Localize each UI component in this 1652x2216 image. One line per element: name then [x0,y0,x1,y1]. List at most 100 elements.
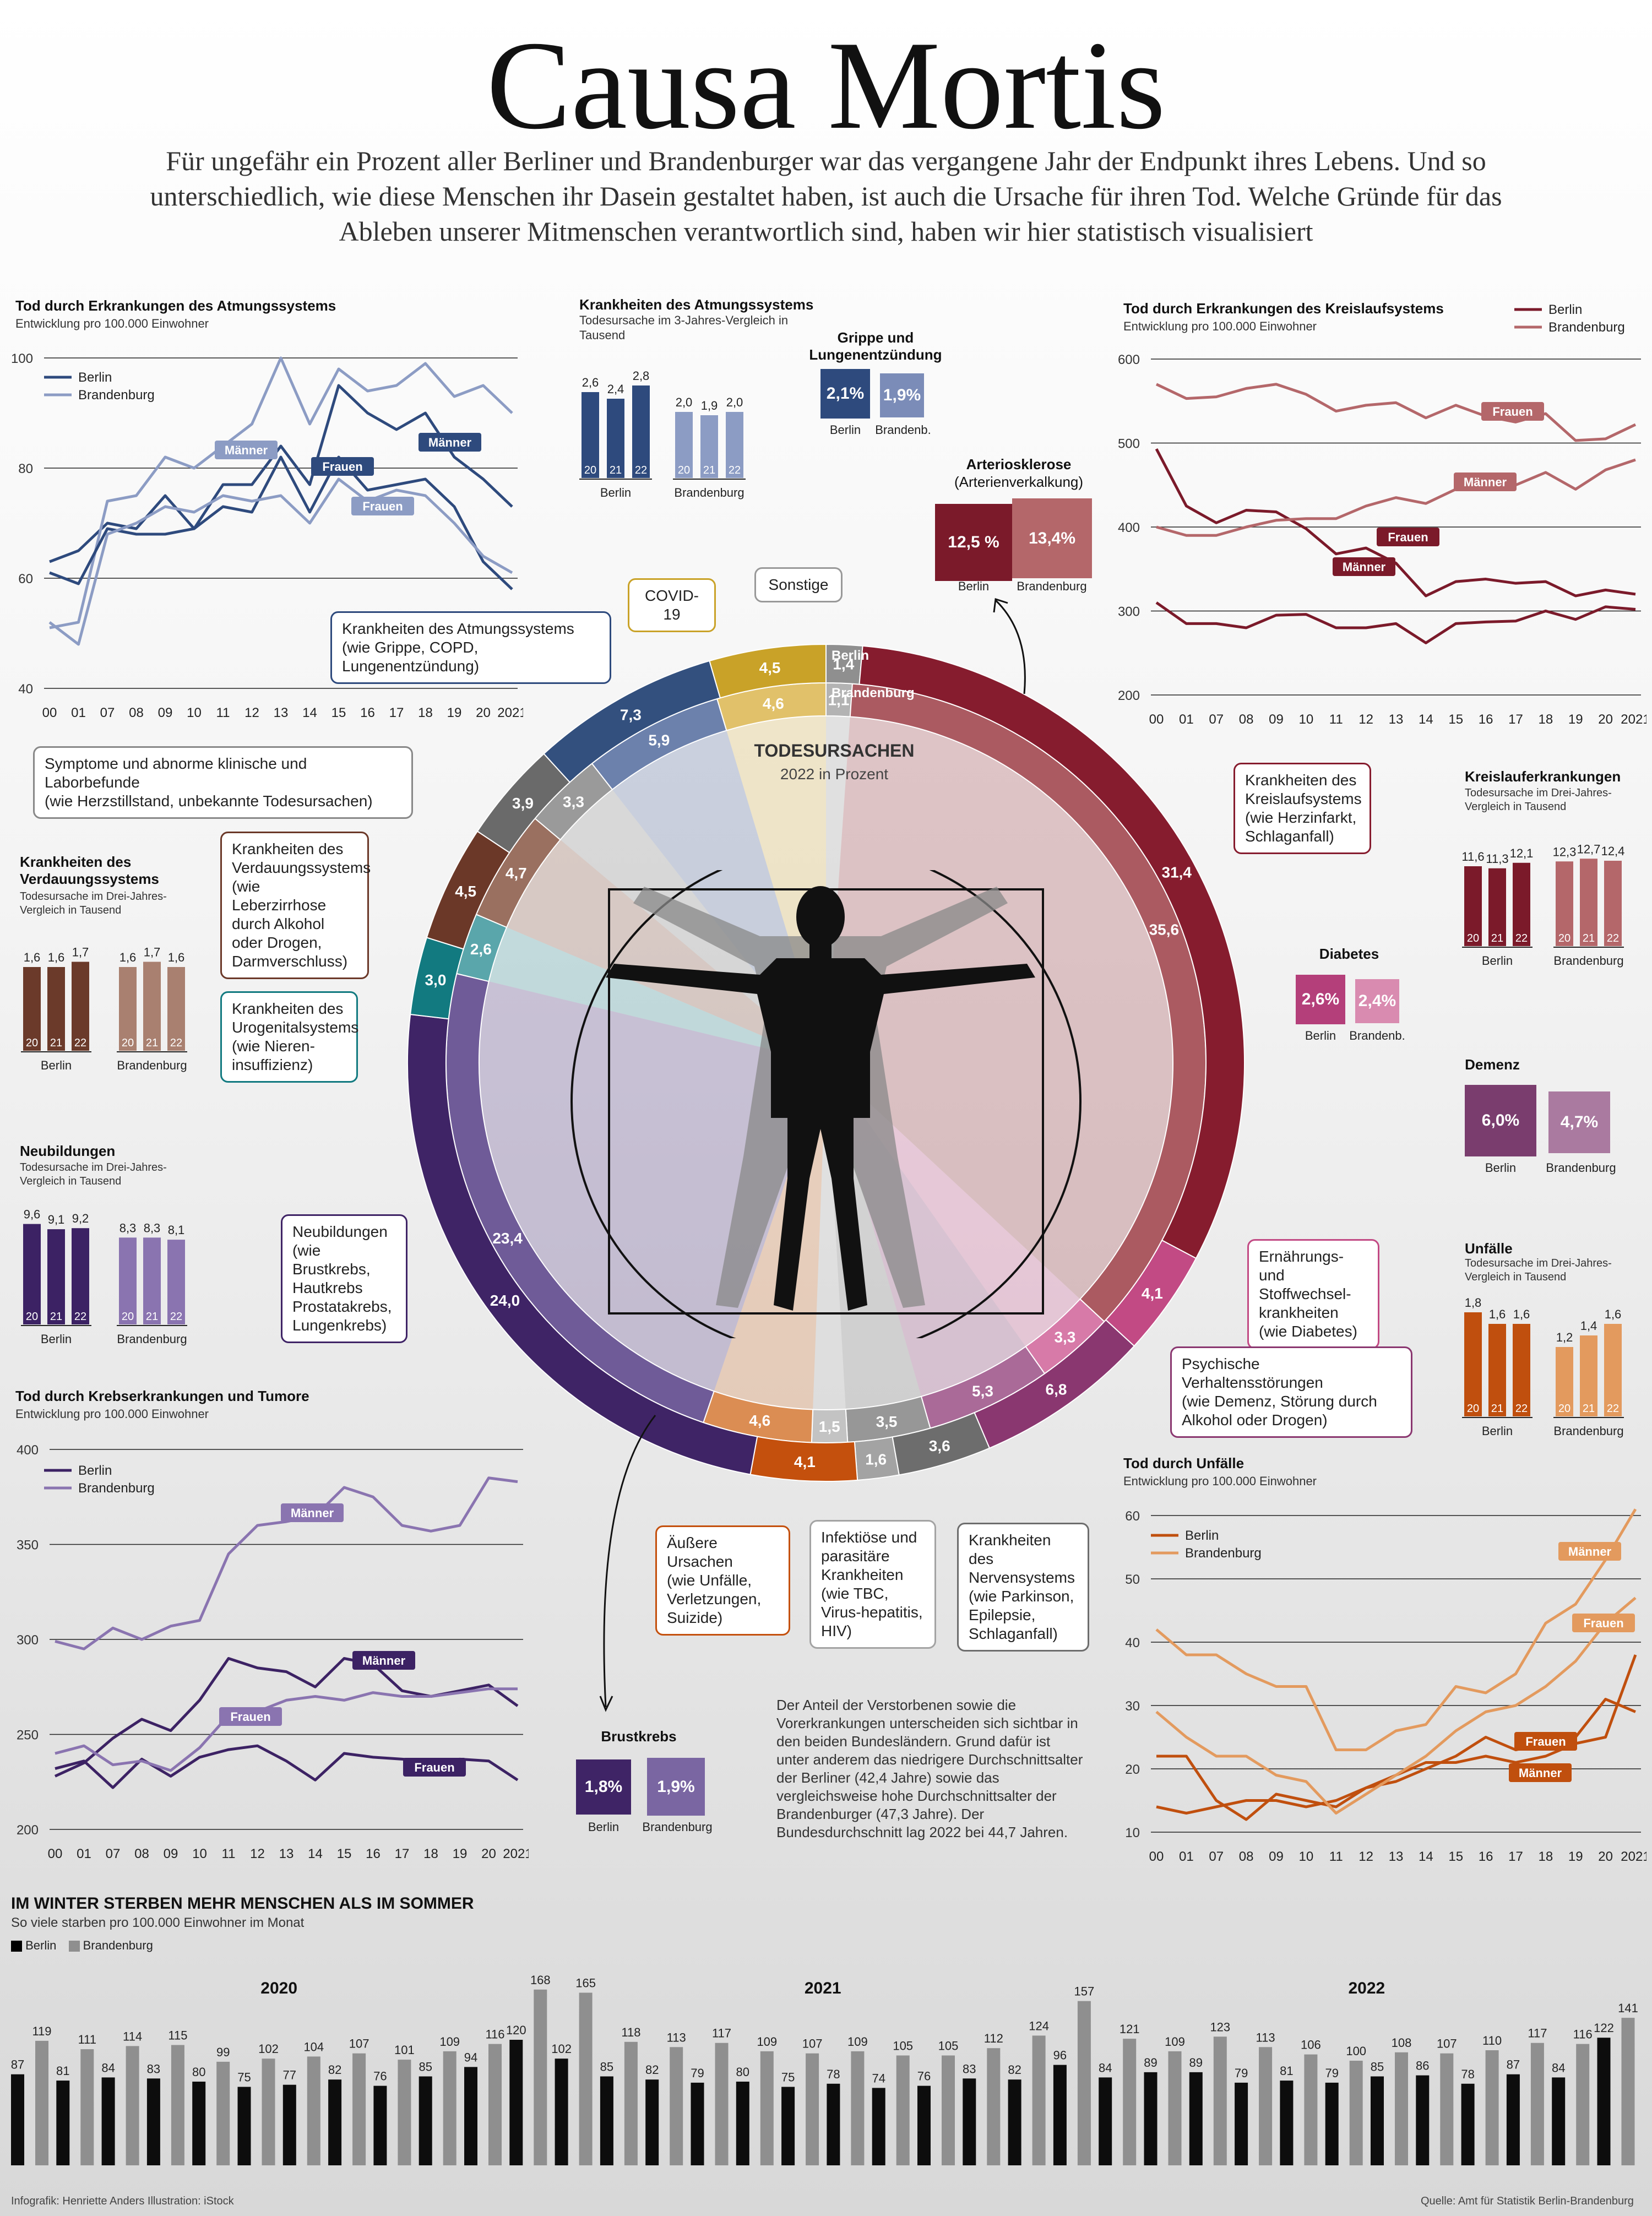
month-value-brandenburg: 112 [984,2032,1003,2045]
bar-value-label: 11,3 [1486,852,1508,866]
annotation-label: Frauen [1492,405,1533,419]
ring-outer-segment [709,643,827,699]
month-value-berlin: 82 [328,2063,341,2077]
annotation-label: Frauen [414,1761,454,1774]
month-label: Nov [1016,2180,1037,2181]
x-tick-label: 18 [418,705,433,720]
grippe-berlin-square: 2,1% [820,369,870,419]
legend-label: Berlin [78,370,112,385]
month-value-brandenburg: 100 [1346,2044,1366,2058]
x-tick-label: 13 [274,705,289,720]
annotation-box [311,457,374,476]
x-tick-label: 19 [453,1846,468,1861]
x-tick-label: 19 [447,705,462,720]
series-annotation: Frauen [403,1758,466,1777]
intro-text: Für ungefähr ein Prozent aller Berliner … [132,143,1520,249]
month-value-brandenburg: 102 [258,2042,279,2056]
x-tick-label: 00 [42,705,57,720]
ring-inner-label: 5,3 [972,1383,993,1400]
month-label: Feb [1153,2180,1173,2181]
ring-inner-label: 23,4 [492,1230,523,1247]
arrow-kreislauf-arterio [993,598,1026,694]
x-tick-label: 11 [222,1846,236,1861]
atmung-bars-subtitle: Todesursache im 3-Jahres-Vergleich in Ta… [579,313,789,342]
month-label: Aug [336,2180,358,2181]
x-tick-label: 01 [71,705,86,720]
legend-berlin-swatch [11,1941,22,1952]
bar-year-label: 21 [50,1037,62,1049]
month-value-berlin: 89 [1144,2056,1157,2070]
callout-uro-title: Krankheiten des Urogenitalsystems [232,1000,359,1036]
x-tick-label: 11 [216,705,230,720]
neubildung-bar-chart: 9,6209,1219,222Berlin8,3208,3218,122Bran… [21,1208,187,1346]
month-value-berlin: 79 [1325,2066,1338,2080]
month-value-berlin: 79 [1235,2066,1248,2080]
ring-inner-label: 4,6 [763,695,784,712]
callout-covid-title: COVID-19 [645,587,699,623]
bar-year-label: 20 [26,1311,38,1323]
month-label: Okt [972,2180,991,2181]
month-bar-brandenburg [1304,2054,1318,2165]
month-bar-berlin [373,2085,387,2165]
bar-value-label: 9,2 [72,1212,89,1225]
month-bar-brandenburg [1077,2001,1091,2165]
month-label: Apr [156,2180,175,2181]
month-label: Dez [1605,2180,1627,2181]
month-bar-berlin [101,2077,115,2165]
callout-psych-text: (wie Demenz, Störung durch Alkohol oder … [1182,1393,1377,1429]
x-tick-label: 11 [1329,1849,1343,1864]
bar-value-label: 1,6 [168,951,185,964]
ring-fill-1 [826,716,1173,1299]
month-bar-berlin [1053,2065,1067,2165]
ring-inner-label: 3,3 [563,793,584,810]
callout-neu-title: Neubildungen [292,1223,388,1240]
month-value-berlin: 81 [56,2064,69,2078]
kreislauf-line-title: Tod durch Erkrankungen des Kreislaufsyst… [1123,300,1444,317]
bar-value-label: 8,3 [144,1221,161,1235]
month-bar-brandenburg [262,2059,275,2165]
x-tick-label: 10 [1299,712,1314,727]
unfaelle-bars-title: Unfälle [1465,1240,1513,1257]
x-tick-label: 2021 [503,1846,529,1861]
grippe-brandenburg-square: 1,9% [880,373,924,417]
grippe-berlin-label: Berlin [829,423,861,437]
y-tick-label: 40 [1125,1636,1140,1650]
month-label: Jun [1334,2180,1354,2181]
month-value-brandenburg: 110 [1482,2034,1502,2047]
y-tick-label: 200 [17,1823,39,1838]
bar-berlin-21 [1488,1324,1506,1416]
bar-year-label: 21 [610,464,622,476]
month-bar-berlin [1235,2082,1248,2165]
bar-berlin-20 [23,1224,41,1324]
month-value-berlin: 83 [963,2062,976,2076]
month-value-brandenburg: 121 [1120,2022,1140,2036]
demenz-berlin-label: Berlin [1485,1161,1517,1175]
x-tick-label: 01 [1179,712,1194,727]
month-value-brandenburg: 109 [847,2035,868,2049]
bar-berlin-21 [607,399,624,478]
month-bar-brandenburg [1168,2051,1182,2165]
callout-symptome-title: Symptome und abnorme klinische und Labor… [45,755,307,791]
x-tick-label: 16 [366,1846,381,1861]
ring-title: TODESURSACHEN [754,741,915,761]
annotation-label: Frauen [322,460,362,474]
month-value-berlin: 74 [872,2071,885,2085]
bar-brandenburg-20 [119,967,137,1051]
x-tick-label: 18 [423,1846,438,1861]
ring-inner-label: 4,6 [749,1412,770,1429]
y-tick-label: 40 [18,682,33,697]
month-label: Mai [1289,2180,1308,2181]
bar-year-label: 21 [146,1311,158,1323]
bar-year-label: 22 [1515,932,1528,944]
annotation-label: Frauen [1583,1616,1623,1630]
annotation-box [1377,528,1439,546]
series-annotation: Frauen [1514,1732,1577,1751]
month-label: Sep [925,2180,947,2181]
month-value-brandenburg: 141 [1618,2001,1638,2015]
annotation-box [219,1707,282,1726]
ring-inner-label: 4,7 [506,865,527,882]
callout-infekt-text: (wie TBC, Virus-hepatitis, HIV) [821,1585,923,1639]
month-value-berlin: 85 [419,2060,432,2074]
annotation-box [281,1503,344,1522]
group-label: Brandenburg [117,1332,187,1346]
